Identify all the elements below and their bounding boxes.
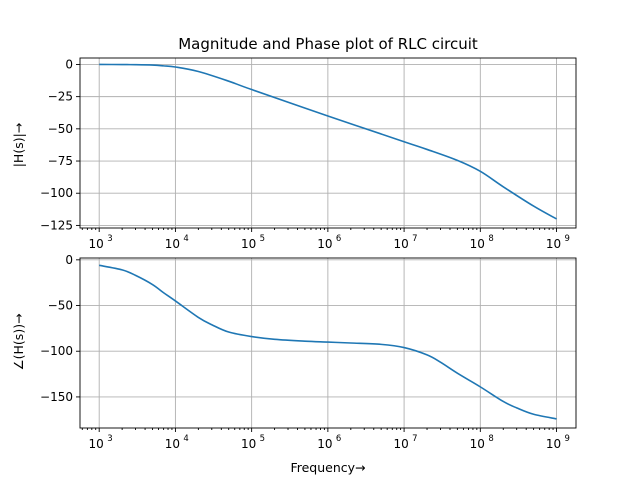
magnitude-y-tick-label: −50: [48, 122, 73, 136]
phase-y-axis-label: ∠(H(s))→: [11, 313, 26, 370]
phase-x-tick-exponent: 8: [488, 434, 493, 444]
magnitude-series-line: [99, 63, 557, 220]
phase-series-line: [99, 264, 557, 420]
phase-x-tick-exponent: 4: [183, 434, 188, 444]
magnitude-x-tick-exponent: 8: [488, 234, 493, 244]
magnitude-x-tick-label: 10: [241, 237, 256, 251]
phase-x-tick-label: 10: [317, 437, 332, 451]
magnitude-x-tick-exponent: 6: [336, 234, 341, 244]
magnitude-x-tick-exponent: 3: [107, 234, 112, 244]
phase-x-tick-exponent: 5: [260, 434, 265, 444]
magnitude-y-tick-label: −100: [40, 186, 73, 200]
magnitude-axes-frame: [79, 57, 577, 229]
magnitude-x-tick-label: 10: [317, 237, 332, 251]
phase-x-tick-exponent: 6: [336, 434, 341, 444]
magnitude-x-tick-exponent: 5: [260, 234, 265, 244]
magnitude-y-tick-label: −125: [40, 218, 73, 232]
chart-title: Magnitude and Phase plot of RLC circuit: [178, 35, 478, 53]
phase-plot: 10 3 10 4 10 5 10 6 10 7 10 8 10 90−50−100−150: [40, 253, 577, 451]
phase-x-tick-label: 10: [546, 437, 561, 451]
magnitude-x-tick-label: 10: [393, 237, 408, 251]
phase-y-tick-label: −100: [40, 344, 73, 358]
magnitude-x-tick-label: 10: [546, 237, 561, 251]
magnitude-x-tick-exponent: 9: [565, 234, 570, 244]
phase-x-tick-label: 10: [393, 437, 408, 451]
magnitude-y-tick-label: 0: [65, 57, 73, 71]
phase-axes-frame: [79, 257, 577, 429]
phase-x-tick-exponent: 3: [107, 434, 112, 444]
magnitude-x-tick-exponent: 4: [183, 234, 188, 244]
phase-x-tick-label: 10: [241, 437, 256, 451]
phase-x-tick-label: 10: [89, 437, 104, 451]
magnitude-y-tick-label: −25: [48, 90, 73, 104]
phase-x-tick-label: 10: [470, 437, 485, 451]
magnitude-x-tick-label: 10: [89, 237, 104, 251]
magnitude-y-tick-label: −75: [48, 154, 73, 168]
frequency-x-axis-label: Frequency→: [290, 460, 365, 475]
phase-y-tick-label: −150: [40, 390, 73, 404]
magnitude-x-tick-label: 10: [165, 237, 180, 251]
phase-x-tick-exponent: 9: [565, 434, 570, 444]
phase-x-tick-exponent: 7: [412, 434, 417, 444]
phase-y-tick-label: 0: [65, 253, 73, 267]
phase-x-tick-label: 10: [165, 437, 180, 451]
magnitude-plot: 10 3 10 4 10 5 10 6 10 7 10 8 10 90−25−50−75−100−125: [40, 57, 577, 251]
magnitude-y-axis-label: |H(s)|→: [11, 123, 26, 168]
phase-y-tick-label: −50: [48, 299, 73, 313]
magnitude-x-tick-exponent: 7: [412, 234, 417, 244]
magnitude-x-tick-label: 10: [470, 237, 485, 251]
